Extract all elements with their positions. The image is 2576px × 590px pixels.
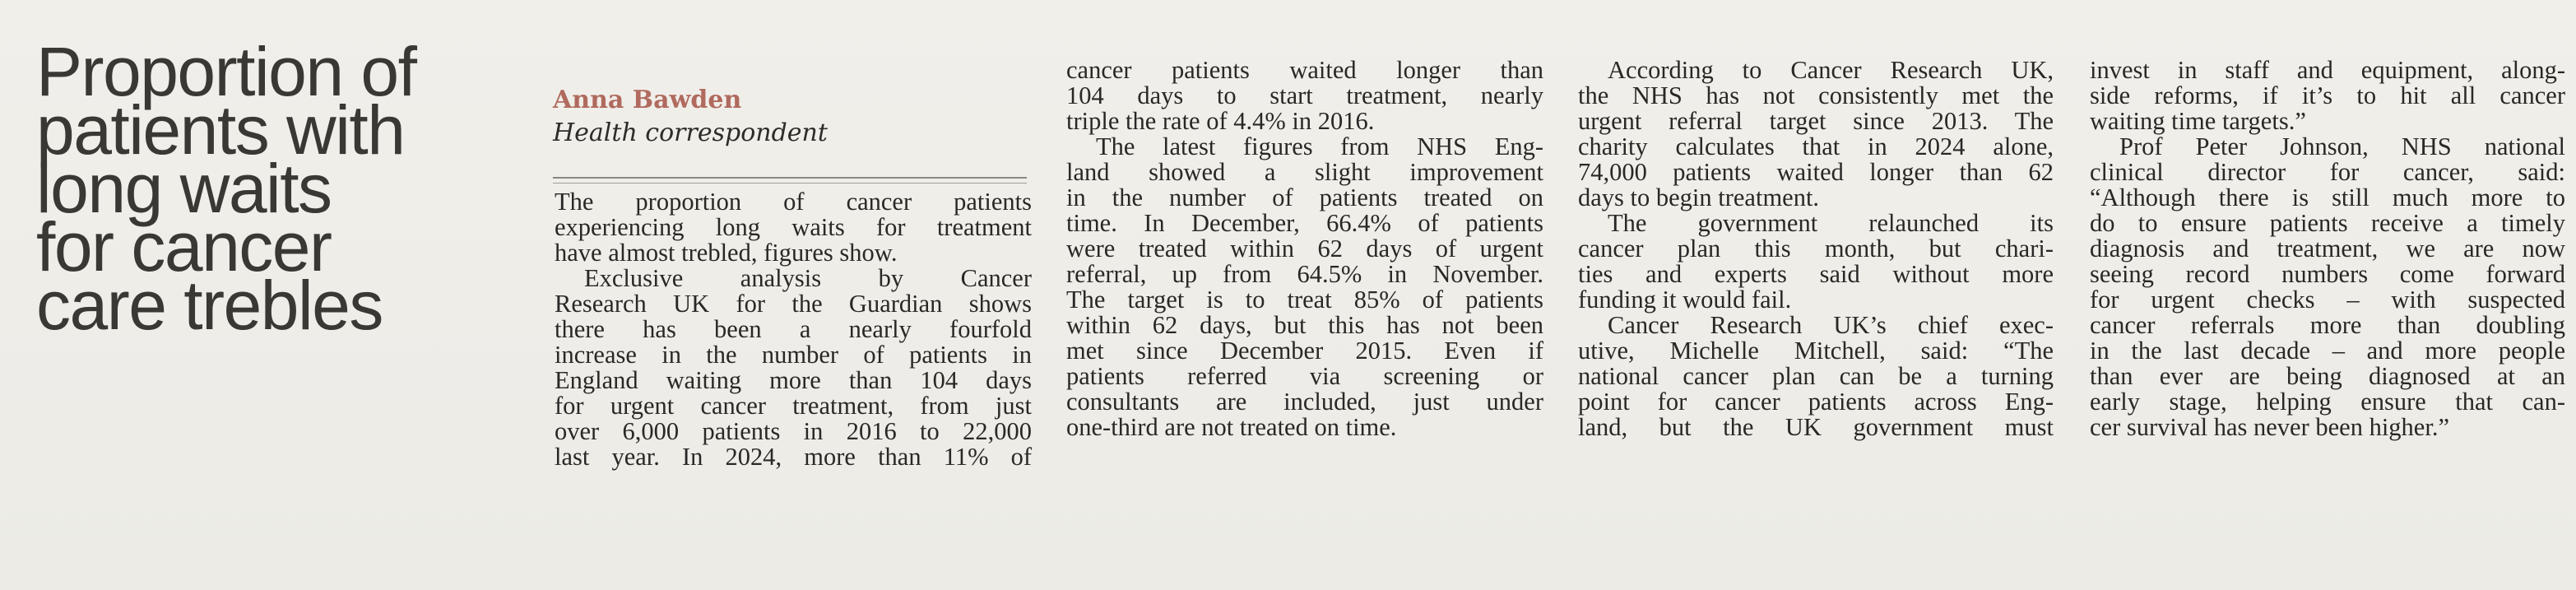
- article-text-line: over 6,000 patients in 2016 to 22,000: [555, 417, 1032, 445]
- headline-line: Proportion of: [36, 33, 417, 110]
- article-text-line: clinical director for cancer, said:: [2090, 158, 2565, 186]
- article-text-line: invest in staff and equipment, along-: [2090, 56, 2565, 84]
- article-text-line: cancer referrals more than doubling: [2090, 311, 2565, 339]
- article-text-line: Exclusive analysis by Cancer: [584, 264, 1032, 292]
- headline-line: patients with: [36, 91, 406, 169]
- article-text-line: urgent referral target since 2013. The: [1578, 107, 2054, 135]
- article-text-line: The target is to treat 85% of patients: [1066, 286, 1543, 314]
- article-text-line: one-third are not treated on time.: [1066, 413, 1397, 441]
- article-text-line: last year. In 2024, more than 11% of: [555, 443, 1032, 471]
- article-text-line: there has been a nearly fourfold: [555, 315, 1032, 343]
- article-text-line: Cancer Research UK’s chief exec-: [1608, 311, 2054, 339]
- article-text-line: than ever are being diagnosed at an: [2090, 362, 2565, 390]
- article-text-line: land, but the UK government must: [1578, 413, 2054, 441]
- article-text-line: early stage, helping ensure that can-: [2090, 388, 2565, 416]
- article-text-line: The proportion of cancer patients: [555, 188, 1032, 216]
- article-text-line: were treated within 62 days of urgent: [1066, 235, 1543, 262]
- article-text-line: ties and experts said without more: [1578, 260, 2054, 288]
- article-text-line: increase in the number of patients in: [555, 341, 1032, 369]
- article-text-line: 74,000 patients waited longer than 62: [1578, 158, 2054, 186]
- article-text-line: national cancer plan can be a turning: [1578, 362, 2054, 390]
- byline-divider-secondary: [553, 183, 1027, 184]
- article-text-line: Research UK for the Guardian shows: [555, 290, 1032, 318]
- article-text-line: charity calculates that in 2024 alone,: [1578, 132, 2054, 160]
- byline-author: Anna Bawden: [553, 86, 742, 114]
- article-text-line: for urgent cancer treatment, from just: [555, 392, 1032, 420]
- article-text-line: The latest figures from NHS Eng-: [1096, 132, 1543, 160]
- article-text-line: experiencing long waits for treatment: [555, 213, 1032, 241]
- headline: Proportion of patients with long waits f…: [36, 33, 530, 344]
- article-text-line: for urgent checks – with suspected: [2090, 286, 2565, 314]
- article-text-line: time. In December, 66.4% of patients: [1066, 209, 1543, 237]
- article-text-line: referral, up from 64.5% in November.: [1066, 260, 1543, 288]
- article-text-line: funding it would fail.: [1578, 286, 1792, 314]
- article-text-line: triple the rate of 4.4% in 2016.: [1066, 107, 1375, 135]
- article-text-line: have almost trebled, figures show.: [555, 239, 898, 267]
- article-text-line: waiting time targets.”: [2090, 107, 2306, 135]
- headline-line: long waits: [36, 150, 332, 227]
- article-text-line: utive, Michelle Mitchell, said: “The: [1578, 337, 2054, 365]
- article-text-line: side reforms, if it’s to hit all cancer: [2090, 81, 2565, 109]
- article-text-line: do to ensure patients receive a timely: [2090, 209, 2565, 237]
- article-column-2: cancer patients waited longer than 104 da…: [1066, 58, 1543, 440]
- article-column-3: According to Cancer Research UK, the NHS …: [1578, 58, 2054, 440]
- article-text-line: patients referred via screening or: [1066, 362, 1543, 390]
- article-text-line: diagnosis and treatment, we are now: [2090, 235, 2565, 262]
- article-text-line: “Although there is still much more to: [2090, 184, 2565, 211]
- article-column-4: invest in staff and equipment, along-sid…: [2090, 58, 2565, 440]
- article-text-line: seeing record numbers come forward: [2090, 260, 2565, 288]
- article-text-line: met since December 2015. Even if: [1066, 337, 1543, 365]
- article-text-line: According to Cancer Research UK,: [1608, 56, 2054, 84]
- byline-role: Health correspondent: [553, 118, 828, 147]
- article-column-1: The proportion of cancer patients experie…: [555, 189, 1032, 470]
- byline-divider: [553, 177, 1027, 179]
- article-text-line: Prof Peter Johnson, NHS national: [2119, 132, 2565, 160]
- article-text-line: The government relaunched its: [1608, 209, 2054, 237]
- article-text-line: England waiting more than 104 days: [555, 366, 1032, 394]
- article-text-line: consultants are included, just under: [1066, 388, 1543, 416]
- headline-line: for cancer: [36, 208, 332, 286]
- headline-line: care trebles: [36, 267, 383, 344]
- article-text-line: in the last decade – and more people: [2090, 337, 2565, 365]
- article-text-line: point for cancer patients across Eng-: [1578, 388, 2054, 416]
- article-text-line: within 62 days, but this has not been: [1066, 311, 1543, 339]
- article-text-line: cer survival has never been higher.”: [2090, 413, 2449, 441]
- article-text-line: in the number of patients treated on: [1066, 184, 1543, 211]
- article-text-line: cancer patients waited longer than: [1066, 56, 1543, 84]
- article-text-line: 104 days to start treatment, nearly: [1066, 81, 1543, 109]
- article-text-line: the NHS has not consistently met the: [1578, 81, 2054, 109]
- article-text-line: land showed a slight improvement: [1066, 158, 1543, 186]
- byline: Anna Bawden Health correspondent: [553, 84, 1030, 150]
- article-text-line: days to begin treatment.: [1578, 184, 1820, 211]
- article-text-line: cancer plan this month, but chari-: [1578, 235, 2054, 262]
